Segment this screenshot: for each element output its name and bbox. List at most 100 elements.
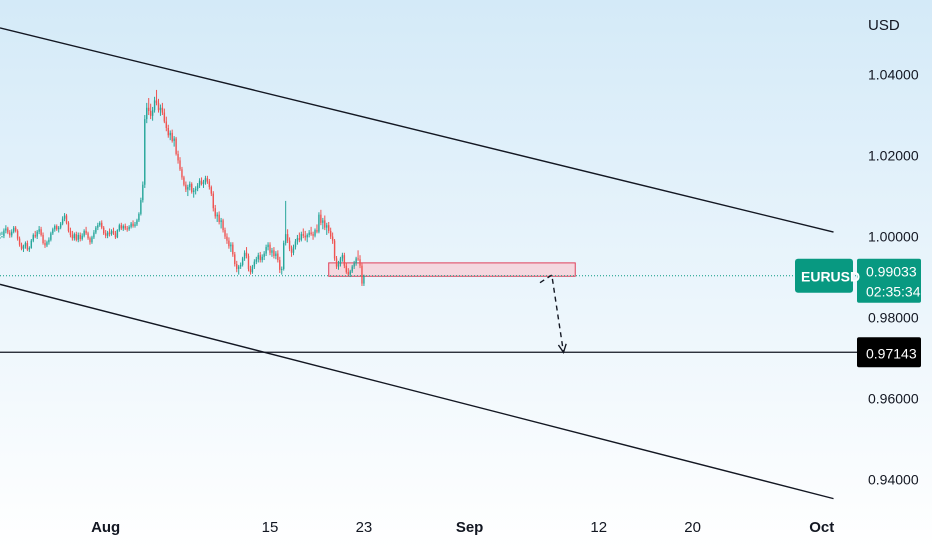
candle-body (202, 182, 205, 184)
candle-body (349, 271, 351, 275)
candle-body (241, 258, 244, 265)
candle-countdown-label: 02:35:34 (866, 284, 921, 300)
candle-body (106, 232, 109, 236)
candle-body (339, 258, 342, 265)
candle-body (132, 223, 134, 227)
channel-upper-line[interactable] (0, 27, 834, 233)
support-zone[interactable] (328, 262, 576, 277)
candle-body (81, 235, 83, 239)
candle-body (44, 243, 46, 246)
candle-body (312, 234, 314, 236)
candle-body (142, 184, 144, 201)
y-tick-label: 1.00000 (868, 229, 919, 245)
candle-body (304, 235, 306, 238)
candle-body (300, 234, 303, 240)
candle-body (77, 234, 79, 240)
candle-body (20, 244, 23, 249)
candle-body (279, 260, 281, 270)
candle-body (126, 228, 128, 230)
x-tick-label: Oct (809, 519, 834, 536)
candle-body (347, 272, 349, 275)
candle-body (353, 263, 355, 267)
candle-body (151, 110, 154, 116)
candle-body (147, 107, 150, 111)
symbol-tag[interactable] (795, 258, 853, 293)
candle-body (326, 225, 328, 228)
candle-body (210, 187, 213, 194)
channel-lower-line[interactable] (0, 283, 834, 500)
candle-body (324, 220, 326, 228)
y-tick-label: 0.94000 (868, 472, 919, 488)
candle-body (3, 230, 5, 237)
candle-body (255, 259, 258, 262)
candle-body (89, 238, 91, 243)
candle-body (153, 100, 156, 111)
candle-body (61, 218, 64, 224)
candle-body (169, 132, 171, 136)
candle-body (238, 266, 240, 269)
candle-body (220, 220, 222, 222)
candle-body (234, 254, 236, 265)
plot-area[interactable] (0, 27, 857, 500)
candle-body (228, 240, 230, 247)
candle-body (34, 234, 36, 237)
candle-body (251, 266, 254, 273)
candle-body (5, 228, 7, 231)
candle-body (226, 236, 228, 241)
candle-body (243, 252, 246, 259)
candle-body (361, 265, 363, 284)
candle-body (273, 250, 275, 256)
x-tick-label: 23 (356, 519, 373, 536)
candle-body (97, 225, 99, 228)
x-tick-label: Aug (91, 519, 120, 536)
candle-body (337, 264, 340, 267)
candle-body (179, 160, 181, 170)
candle-body (16, 230, 19, 239)
current-price-tag[interactable] (857, 258, 921, 303)
candle-body (36, 231, 38, 237)
candle-body (185, 184, 187, 190)
x-tick-label: 15 (262, 519, 279, 536)
candle-body (159, 107, 162, 111)
candle-body (46, 242, 48, 246)
candle-body (271, 250, 273, 253)
candle-body (236, 264, 238, 269)
candle-body (118, 225, 121, 231)
candle-body (341, 255, 344, 259)
candle-body (22, 246, 25, 249)
candle-body (140, 200, 142, 214)
candle-body (331, 236, 334, 241)
price-axis[interactable]: USD 1.04000 1.02000 1.00000 0.98000 0.96000 0.… (795, 17, 921, 488)
projection-path[interactable] (539, 273, 565, 353)
candle-body (284, 234, 287, 244)
candle-body (24, 243, 27, 247)
candle-body (101, 222, 103, 228)
candle-body (128, 226, 130, 230)
candle-body (306, 234, 308, 238)
candle-body (120, 225, 123, 229)
candle-body (259, 255, 261, 261)
candle-body (263, 253, 265, 257)
time-axis[interactable]: Aug 15 23 Sep 12 20 Oct (91, 519, 834, 536)
target-level-tag[interactable] (857, 337, 921, 368)
current-price-label: 0.99033 (866, 264, 917, 280)
candle-body (189, 183, 191, 188)
candle-body (308, 232, 310, 235)
candle-body (144, 119, 146, 185)
candle-body (165, 121, 168, 128)
candle-body (63, 215, 66, 219)
candle-body (333, 240, 336, 259)
candle-body (363, 275, 365, 284)
candle-body (218, 214, 220, 222)
candle-body (146, 107, 148, 120)
candle-body (75, 234, 78, 240)
candle-body (355, 258, 357, 264)
candle-body (257, 255, 259, 260)
candle-body (83, 230, 85, 236)
x-tick-label: 12 (590, 519, 607, 536)
candle-body (253, 261, 256, 267)
candle-body (222, 220, 224, 231)
candle-body (124, 226, 126, 229)
